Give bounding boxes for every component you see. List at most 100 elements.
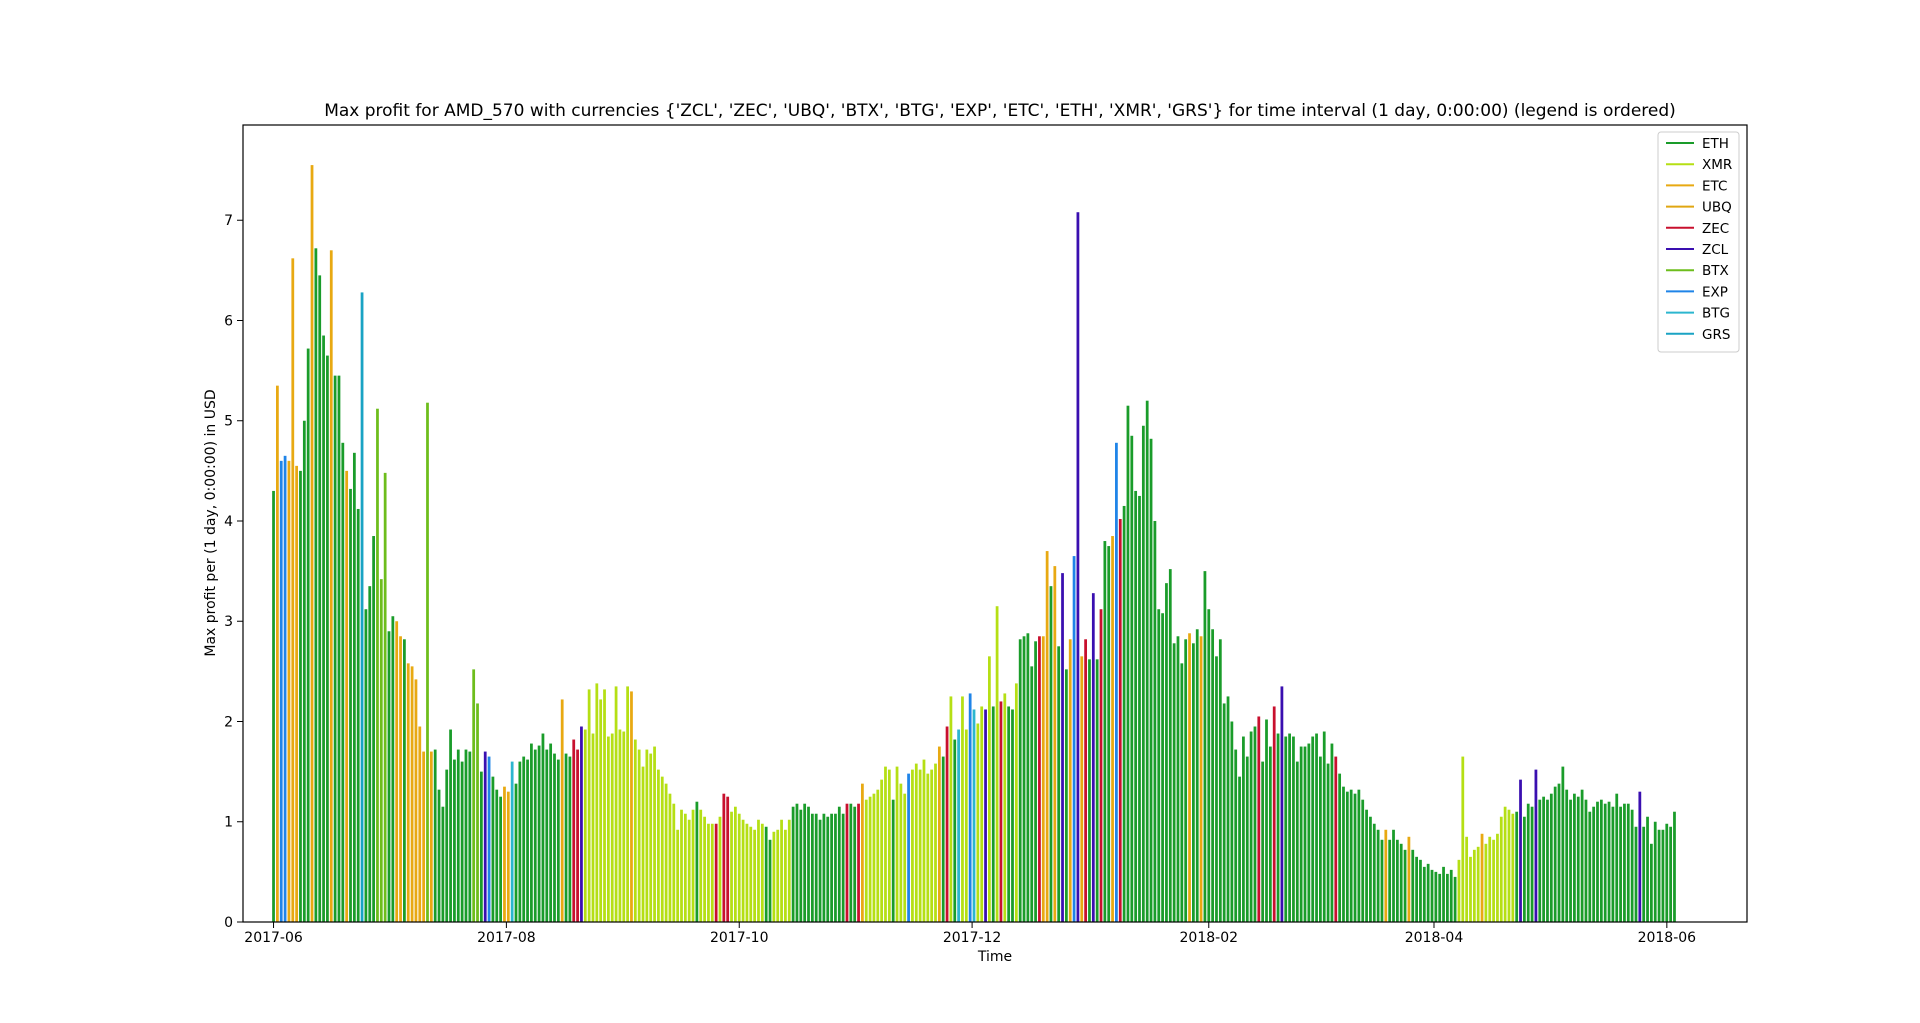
bar-xmr: [730, 811, 733, 922]
bar-zec: [726, 796, 730, 922]
bar-etc: [287, 460, 291, 922]
bar-eth: [364, 609, 368, 922]
bar-xmr: [718, 816, 722, 922]
bar-eth: [1122, 505, 1126, 922]
bar-etc: [291, 258, 295, 923]
bar-eth: [1345, 791, 1349, 922]
bar-eth: [1665, 823, 1669, 922]
bar-eth: [1249, 731, 1253, 922]
bar-etc: [1080, 656, 1084, 922]
bar-xmr: [699, 809, 703, 922]
bar-etc: [503, 786, 506, 922]
bar-eth: [1203, 571, 1207, 922]
bar-eth: [1311, 736, 1315, 922]
bar-eth: [1288, 733, 1291, 922]
bar-xmr: [922, 759, 926, 922]
bar-eth: [1438, 873, 1442, 922]
bar-eth: [333, 375, 337, 922]
bar-xmr: [595, 683, 599, 922]
bar-eth: [1573, 793, 1576, 922]
bar-eth: [1184, 639, 1188, 922]
bar-btx: [376, 408, 379, 923]
bar-eth: [1253, 726, 1257, 922]
bar-eth: [1095, 659, 1099, 922]
legend-label-zcl: ZCL: [1702, 242, 1729, 258]
bar-xmr: [1496, 833, 1499, 922]
bar-eth: [1642, 826, 1646, 922]
bar-xmr: [603, 689, 606, 922]
y-tick-label: 0: [224, 915, 233, 931]
bar-eth: [564, 753, 568, 922]
bar-eth: [1607, 801, 1611, 922]
bar-eth: [1211, 629, 1215, 922]
x-tick-label: 2018-02: [1180, 930, 1239, 946]
bar-etc: [429, 751, 433, 922]
bar-eth: [814, 813, 818, 922]
bar-etc: [1053, 566, 1057, 922]
bar-xmr: [1014, 683, 1018, 922]
bar-eth: [1049, 586, 1053, 922]
bar-xmr: [645, 749, 649, 922]
bar-xmr: [868, 796, 872, 922]
bar-etc: [630, 691, 633, 922]
bar-eth: [1242, 736, 1245, 922]
bar-xmr: [707, 823, 710, 922]
bar-xmr: [976, 723, 980, 922]
bar-eth: [433, 749, 437, 922]
bar-zcl: [1638, 791, 1642, 922]
bar-eth: [803, 803, 807, 922]
bar-eth: [1376, 829, 1380, 922]
bar-xmr: [934, 763, 937, 922]
y-tick-label: 6: [224, 313, 233, 329]
bar-eth: [1357, 789, 1361, 922]
bar-eth: [1434, 871, 1438, 922]
bar-xmr: [1457, 859, 1461, 922]
bar-eth: [387, 631, 391, 922]
bar-eth: [1649, 843, 1653, 922]
bar-xmr: [995, 606, 999, 922]
bar-eth: [1392, 829, 1395, 922]
bar-eth: [1126, 405, 1130, 922]
bar-exp: [279, 460, 283, 922]
bar-etc: [1041, 636, 1045, 922]
bar-eth: [464, 749, 468, 922]
bar-eth: [1299, 746, 1303, 922]
bar-xmr: [618, 729, 622, 922]
bar-eth: [1653, 821, 1657, 922]
bar-eth: [1088, 659, 1091, 922]
bar-eth: [514, 783, 518, 922]
bar-xmr: [587, 689, 591, 922]
bar-eth: [1230, 721, 1234, 922]
y-axis-label: Max profit per (1 day, 0:00:00) in USD: [203, 389, 219, 656]
bar-etc: [414, 679, 418, 922]
bar-exp: [1072, 556, 1076, 922]
bar-xmr: [753, 829, 757, 922]
bar-eth: [495, 789, 499, 922]
bar-btx: [472, 669, 476, 922]
bar-eth: [1141, 425, 1145, 922]
bar-eth: [1145, 400, 1149, 922]
bar-etc: [276, 385, 279, 922]
bar-xmr: [780, 819, 783, 922]
bar-eth: [1319, 756, 1322, 922]
bar-eth: [468, 751, 472, 922]
bar-eth: [537, 745, 541, 922]
bar-etc: [395, 621, 399, 922]
bar-xmr: [918, 769, 922, 922]
y-tick-label: 7: [224, 213, 233, 229]
bar-xmr: [1003, 693, 1007, 922]
bar-etc: [1045, 551, 1049, 922]
bar-zec: [572, 739, 576, 922]
bar-xmr: [1461, 756, 1465, 922]
y-tick-label: 2: [224, 714, 233, 730]
bar-xmr: [1507, 809, 1511, 922]
x-tick-label: 2018-06: [1638, 930, 1697, 946]
bar-eth: [807, 806, 810, 922]
bar-xmr: [737, 813, 741, 922]
bar-eth: [272, 490, 275, 922]
bar-eth: [1338, 773, 1342, 922]
bar-eth: [991, 706, 995, 922]
bar-zec: [1084, 639, 1087, 922]
bar-zcl: [580, 726, 583, 922]
bar-etc: [1068, 639, 1072, 922]
